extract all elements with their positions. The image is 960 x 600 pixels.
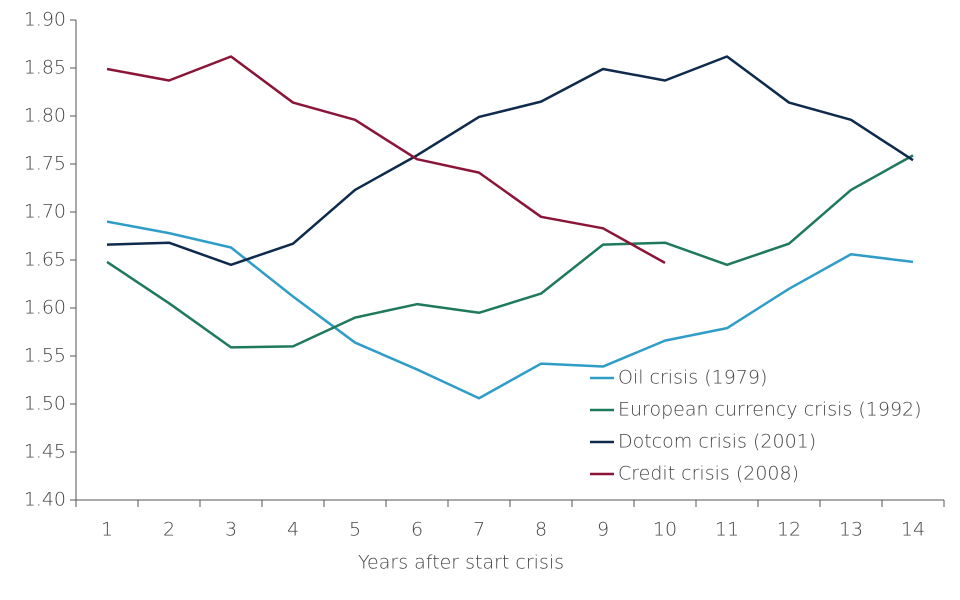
x-tick-label: 6 bbox=[411, 519, 423, 541]
y-tick-label: 1.90 bbox=[24, 9, 66, 31]
y-tick-label: 1.65 bbox=[24, 249, 66, 271]
y-tick-label: 1.45 bbox=[24, 441, 66, 463]
x-tick-label: 14 bbox=[901, 519, 925, 541]
x-tick-label: 1 bbox=[101, 519, 113, 541]
y-tick-label: 1.40 bbox=[24, 489, 66, 511]
x-tick-label: 7 bbox=[473, 519, 485, 541]
x-tick-label: 2 bbox=[163, 519, 175, 541]
legend-label: Oil crisis (1979) bbox=[618, 367, 767, 389]
x-axis-label: Years after start crisis bbox=[358, 552, 564, 574]
y-tick-label: 1.50 bbox=[24, 393, 66, 415]
legend-label: European currency crisis (1992) bbox=[618, 399, 922, 421]
x-tick-label: 12 bbox=[777, 519, 801, 541]
y-tick-label: 1.60 bbox=[24, 297, 66, 319]
series-line bbox=[106, 154, 914, 349]
legend-label: Dotcom crisis (2001) bbox=[618, 431, 816, 453]
y-tick-label: 1.75 bbox=[24, 153, 66, 175]
x-tick-label: 13 bbox=[839, 519, 863, 541]
y-tick-label: 1.55 bbox=[24, 345, 66, 367]
series-line bbox=[106, 220, 914, 400]
series-line bbox=[106, 55, 914, 267]
x-tick-label: 4 bbox=[287, 519, 299, 541]
y-tick-label: 1.80 bbox=[24, 105, 66, 127]
legend-label: Credit crisis (2008) bbox=[618, 463, 799, 485]
x-tick-label: 5 bbox=[349, 519, 361, 541]
x-tick-label: 3 bbox=[225, 519, 237, 541]
x-tick-label: 8 bbox=[535, 519, 547, 541]
x-tick-label: 11 bbox=[715, 519, 739, 541]
y-tick-label: 1.70 bbox=[24, 201, 66, 223]
series-line bbox=[106, 55, 666, 264]
y-tick-label: 1.85 bbox=[24, 57, 66, 79]
x-tick-label: 10 bbox=[653, 519, 677, 541]
x-tick-label: 9 bbox=[597, 519, 609, 541]
